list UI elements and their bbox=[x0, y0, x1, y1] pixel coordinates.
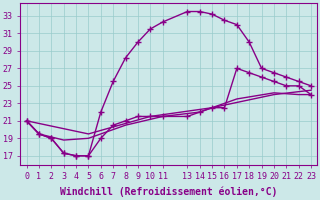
X-axis label: Windchill (Refroidissement éolien,°C): Windchill (Refroidissement éolien,°C) bbox=[60, 187, 277, 197]
